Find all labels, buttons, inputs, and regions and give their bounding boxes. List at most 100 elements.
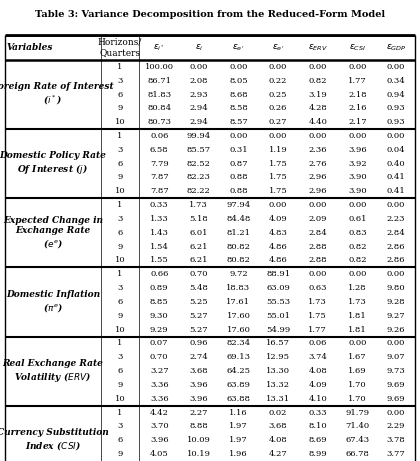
Text: 54.99: 54.99: [266, 325, 290, 334]
Text: 0.88: 0.88: [229, 187, 248, 195]
Bar: [5, 337, 101, 406]
Text: 0.82: 0.82: [308, 77, 327, 85]
Text: 4.09: 4.09: [308, 381, 327, 389]
Text: 8.05: 8.05: [229, 77, 248, 85]
Text: 3.96: 3.96: [189, 395, 208, 403]
Text: 0.00: 0.00: [387, 132, 405, 140]
Text: 1.54: 1.54: [150, 242, 169, 251]
Text: 3: 3: [117, 215, 123, 223]
Text: 1.43: 1.43: [150, 229, 169, 237]
Text: 9: 9: [117, 450, 123, 458]
Text: 0.00: 0.00: [348, 132, 367, 140]
Text: 1.97: 1.97: [229, 436, 248, 444]
Text: 84.48: 84.48: [226, 215, 251, 223]
Text: 86.71: 86.71: [147, 77, 171, 85]
Text: 5.48: 5.48: [189, 284, 208, 292]
Text: 0.00: 0.00: [348, 201, 367, 209]
Text: 2.08: 2.08: [189, 77, 208, 85]
Text: 81.83: 81.83: [147, 90, 171, 99]
Text: 0.82: 0.82: [348, 256, 367, 265]
Text: 8.58: 8.58: [229, 104, 248, 112]
Text: 0.41: 0.41: [387, 173, 405, 182]
Text: 9.30: 9.30: [150, 312, 168, 320]
Text: $\varepsilon_{e'}$: $\varepsilon_{e'}$: [232, 42, 244, 53]
Text: 0.93: 0.93: [387, 118, 405, 126]
Text: 0.00: 0.00: [190, 63, 208, 71]
Text: 8.99: 8.99: [308, 450, 327, 458]
Text: 3.19: 3.19: [308, 90, 327, 99]
Text: 3.68: 3.68: [269, 422, 287, 431]
Text: 100.00: 100.00: [145, 63, 174, 71]
Text: 2.76: 2.76: [308, 160, 327, 168]
Text: 1.73: 1.73: [308, 298, 327, 306]
Text: 4.08: 4.08: [269, 436, 287, 444]
Text: 4.86: 4.86: [269, 242, 287, 251]
Text: 1.75: 1.75: [269, 173, 287, 182]
Text: 1.97: 1.97: [229, 422, 248, 431]
Text: 0.61: 0.61: [348, 215, 367, 223]
Text: 4.09: 4.09: [269, 215, 287, 223]
Text: 9.69: 9.69: [387, 381, 405, 389]
Text: Foreign Rate of Interest
($i^*$): Foreign Rate of Interest ($i^*$): [0, 83, 114, 106]
Text: 9: 9: [117, 173, 123, 182]
Text: 1.16: 1.16: [229, 408, 248, 417]
Bar: [5, 129, 101, 198]
Text: 17.60: 17.60: [226, 325, 250, 334]
Text: 3.27: 3.27: [150, 367, 168, 375]
Text: 6: 6: [118, 367, 123, 375]
Text: 0.31: 0.31: [229, 146, 248, 154]
Text: 5.27: 5.27: [189, 312, 208, 320]
Text: 82.23: 82.23: [187, 173, 211, 182]
Text: 3: 3: [117, 77, 123, 85]
Text: 7.87: 7.87: [150, 173, 168, 182]
Text: 85.57: 85.57: [187, 146, 211, 154]
Text: 9.73: 9.73: [387, 367, 405, 375]
Text: 9.07: 9.07: [387, 353, 405, 361]
Bar: [338, 35, 377, 60]
Text: 0.34: 0.34: [387, 77, 405, 85]
Text: 9: 9: [117, 312, 123, 320]
Text: 1.28: 1.28: [348, 284, 367, 292]
Text: 2.09: 2.09: [308, 215, 327, 223]
Text: 0.88: 0.88: [229, 173, 248, 182]
Text: 3.90: 3.90: [348, 173, 367, 182]
Text: 17.61: 17.61: [226, 298, 250, 306]
Text: 4.10: 4.10: [308, 395, 327, 403]
Text: 1.75: 1.75: [269, 187, 287, 195]
Text: 82.52: 82.52: [187, 160, 211, 168]
Text: 63.89: 63.89: [226, 381, 250, 389]
Text: 0.06: 0.06: [150, 132, 168, 140]
Text: 0.94: 0.94: [387, 90, 405, 99]
Text: 2.18: 2.18: [348, 90, 367, 99]
Text: 3.90: 3.90: [348, 187, 367, 195]
Text: 9.72: 9.72: [229, 270, 248, 278]
Text: 0.00: 0.00: [348, 63, 367, 71]
Text: 9: 9: [117, 381, 123, 389]
Text: 0.00: 0.00: [387, 270, 405, 278]
Text: 6.21: 6.21: [189, 242, 208, 251]
Text: 80.73: 80.73: [147, 118, 171, 126]
Text: 0.41: 0.41: [387, 187, 405, 195]
Text: 0.33: 0.33: [150, 201, 168, 209]
Text: Domestic Inflation
($\pi^e$): Domestic Inflation ($\pi^e$): [6, 290, 100, 314]
Text: 2.96: 2.96: [308, 173, 327, 182]
Text: 0.02: 0.02: [269, 408, 287, 417]
Text: 66.78: 66.78: [345, 450, 369, 458]
Text: 2.84: 2.84: [308, 229, 327, 237]
Text: 3.96: 3.96: [189, 381, 208, 389]
Text: 3.36: 3.36: [150, 395, 168, 403]
Text: 10: 10: [115, 256, 125, 265]
Text: 80.82: 80.82: [226, 242, 250, 251]
Text: 71.40: 71.40: [345, 422, 370, 431]
Text: 7.87: 7.87: [150, 187, 168, 195]
Text: 9.69: 9.69: [387, 395, 405, 403]
Text: 4.40: 4.40: [308, 118, 327, 126]
Text: $\varepsilon_{CSI}$: $\varepsilon_{CSI}$: [349, 42, 366, 53]
Text: 10.19: 10.19: [187, 450, 211, 458]
Bar: [101, 35, 139, 60]
Text: 10: 10: [115, 187, 125, 195]
Text: 1.73: 1.73: [189, 201, 208, 209]
Text: 0.00: 0.00: [269, 63, 287, 71]
Text: 69.13: 69.13: [226, 353, 250, 361]
Text: 82.22: 82.22: [187, 187, 211, 195]
